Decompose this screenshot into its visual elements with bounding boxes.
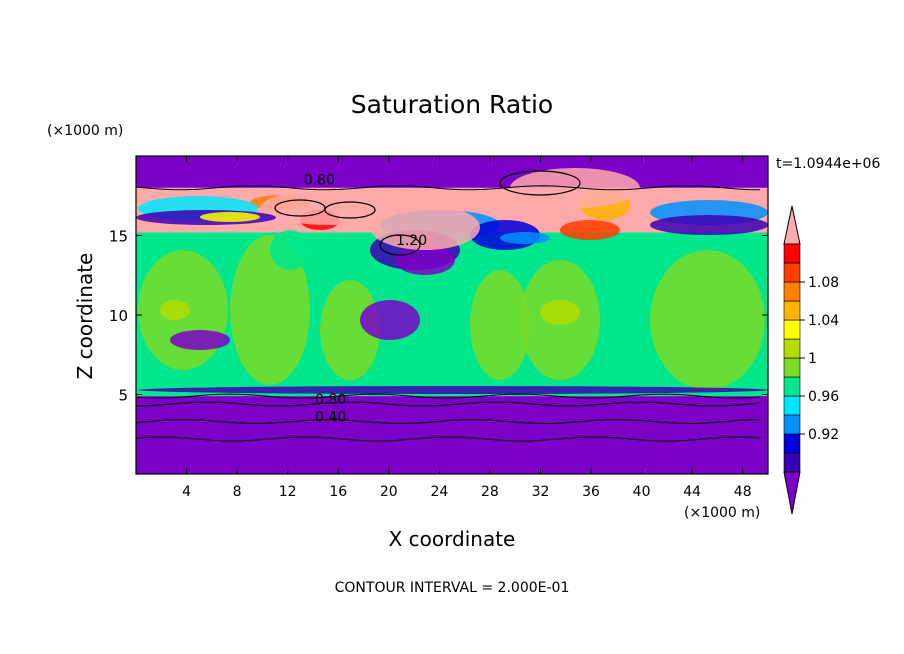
field-patch xyxy=(540,300,580,325)
contour-label: 0.40 xyxy=(315,410,346,426)
colorbar-swatch xyxy=(783,357,801,378)
x-axis-label: X coordinate xyxy=(389,527,516,551)
contour-loop xyxy=(274,199,326,217)
field-patch xyxy=(500,232,550,244)
time-label: t=1.0944e+06 xyxy=(776,156,880,172)
field-patch xyxy=(360,300,420,340)
contour-line xyxy=(136,401,761,407)
y-tick-label: 5 xyxy=(118,387,128,405)
x-axis: 4 8 12 16 20 24 28 32 36 40 44 48 xyxy=(182,156,752,500)
colorbar-swatch xyxy=(783,414,801,435)
x-tick-label: 20 xyxy=(380,484,398,500)
colorbar-label: 1.04 xyxy=(808,313,839,329)
colorbar-swatch xyxy=(783,395,801,416)
colorbar-swatch xyxy=(783,433,801,454)
colorbar-swatch xyxy=(783,319,801,340)
y-axis-label: Z coordinate xyxy=(73,253,97,380)
colorbar-label: 1.08 xyxy=(808,275,839,291)
x-tick-label: 32 xyxy=(532,484,550,500)
contour-field: 0.80 0.80 0.40 1.20 xyxy=(136,156,768,474)
colorbar-label: 1 xyxy=(808,351,817,367)
colorbar-swatch xyxy=(783,281,801,302)
x-tick-label: 8 xyxy=(233,484,242,500)
contour-line xyxy=(136,419,761,425)
colorbar-extend-bottom xyxy=(783,471,801,515)
field-patch xyxy=(650,250,765,390)
chart-title: Saturation Ratio xyxy=(351,90,553,119)
field-patch xyxy=(370,205,480,250)
contour-line xyxy=(136,185,761,191)
x-tick-label: 4 xyxy=(182,484,191,500)
field-patch xyxy=(270,230,310,270)
x-tick-label: 40 xyxy=(633,484,651,500)
colorbar-swatch xyxy=(783,376,801,397)
field-layer-top-dry xyxy=(136,156,768,188)
x-tick-label: 12 xyxy=(279,484,297,500)
y-tick-label: 10 xyxy=(109,307,128,325)
field-layer-lower-dry xyxy=(136,396,768,474)
contour-line xyxy=(136,436,761,442)
colorbar-swatch xyxy=(783,452,801,473)
field-patch xyxy=(395,245,455,275)
contour-label: 0.80 xyxy=(315,392,346,408)
colorbar-swatch xyxy=(783,243,801,264)
field-patch xyxy=(160,300,190,320)
contour-line xyxy=(136,393,761,399)
x-tick-label: 24 xyxy=(430,484,448,500)
contour-label: 0.80 xyxy=(304,173,335,189)
colorbar-label: 0.92 xyxy=(808,427,839,443)
field-patch xyxy=(170,330,230,350)
field-patch xyxy=(138,386,768,394)
contour-interval-note: CONTOUR INTERVAL = 2.000E-01 xyxy=(335,580,570,596)
colorbar-extend-top xyxy=(783,205,801,245)
field-patch xyxy=(230,235,310,385)
x-tick-label: 48 xyxy=(734,484,752,500)
contour-label: 1.20 xyxy=(396,233,427,249)
field-patch xyxy=(200,212,260,222)
x-tick-label: 28 xyxy=(481,484,499,500)
y-tick-label: 15 xyxy=(109,228,128,246)
field-patch xyxy=(560,220,620,240)
colorbar-swatch xyxy=(783,300,801,321)
field-patch xyxy=(650,215,768,235)
x-unit-label: (×1000 m) xyxy=(684,505,760,521)
colorbar-swatch xyxy=(783,262,801,283)
y-axis: 5 10 15 xyxy=(109,228,768,405)
x-tick-label: 36 xyxy=(582,484,600,500)
x-tick-label: 16 xyxy=(329,484,347,500)
x-tick-label: 44 xyxy=(683,484,701,500)
contour-loop xyxy=(499,170,581,196)
colorbar-swatch xyxy=(783,338,801,359)
colorbar-label: 0.96 xyxy=(808,389,839,405)
colorbar: 0.92 0.96 1 1.04 1.08 xyxy=(783,205,839,515)
field-patch xyxy=(320,280,380,380)
y-unit-label: (×1000 m) xyxy=(47,123,123,139)
field-patch xyxy=(470,270,530,380)
contour-loop xyxy=(324,201,376,219)
contour-loop xyxy=(379,234,421,256)
